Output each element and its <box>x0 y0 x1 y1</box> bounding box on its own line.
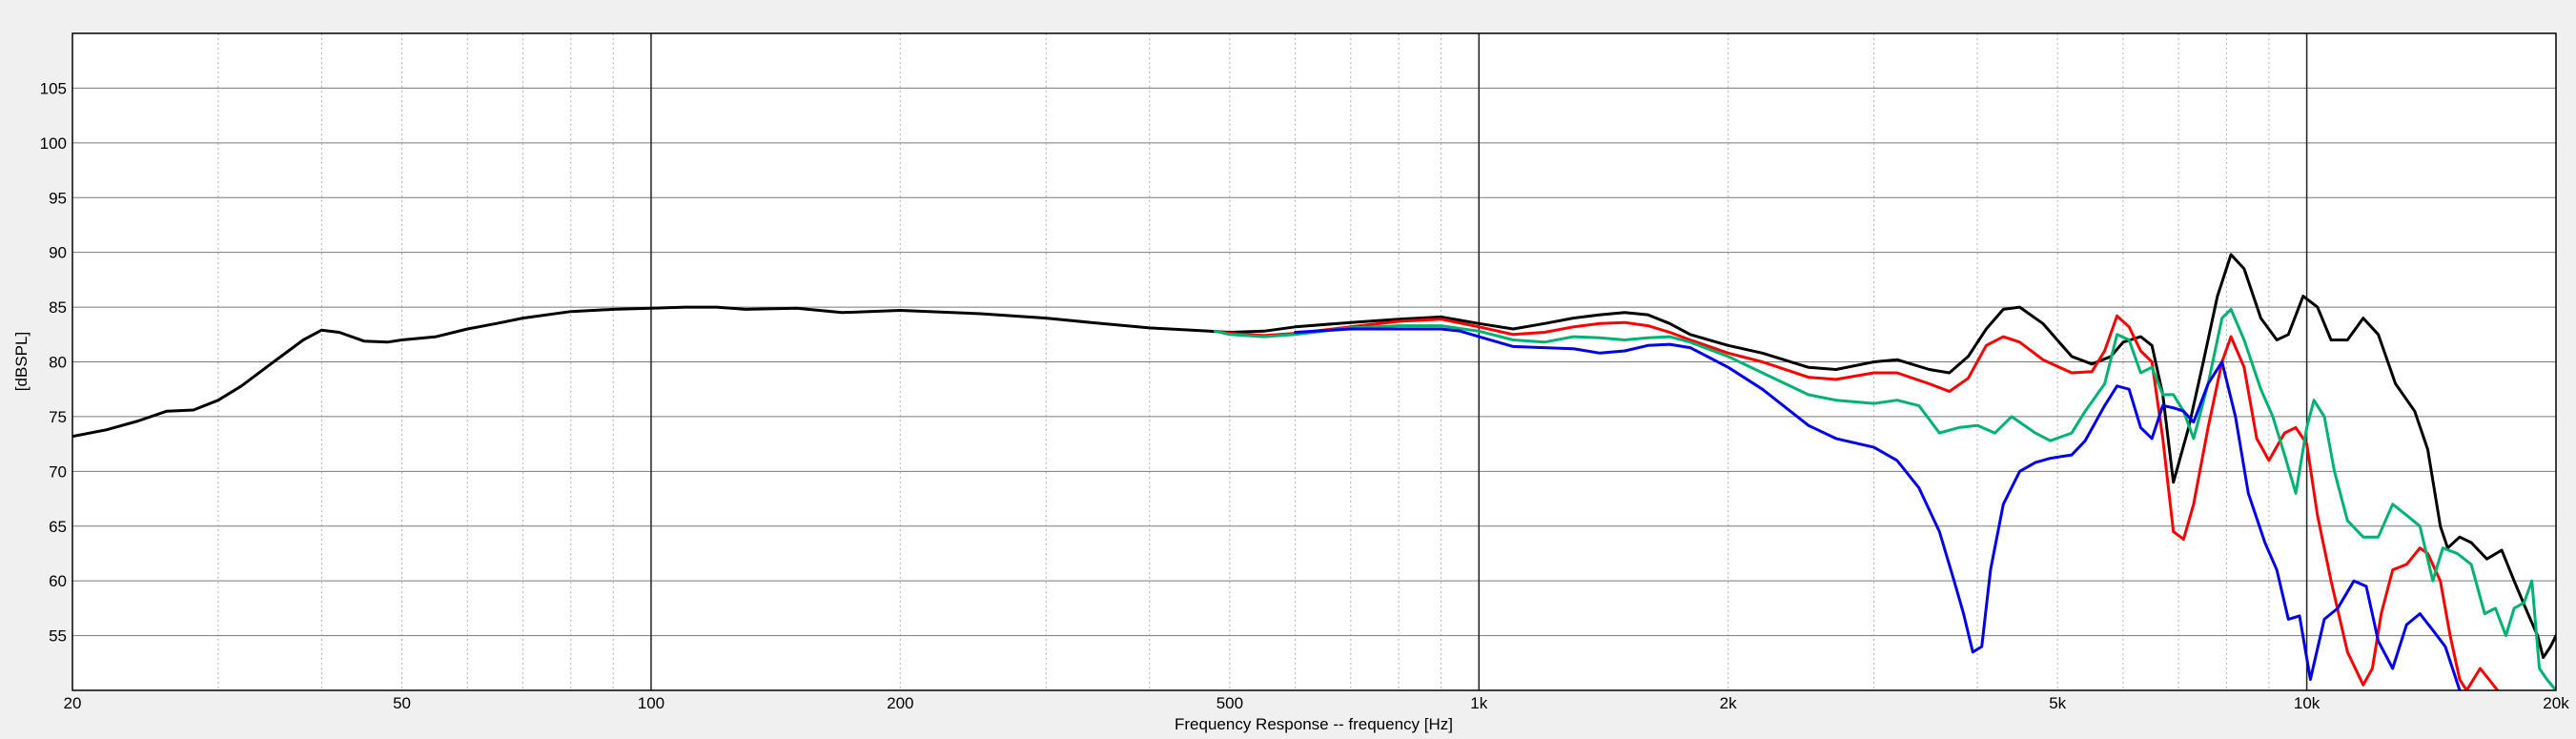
x-tick-label: 10k <box>2294 694 2320 712</box>
series-layer <box>72 253 2556 690</box>
y-tick-label: 100 <box>40 134 67 153</box>
x-tick-label: 500 <box>1216 694 1243 712</box>
x-tick-label: 50 <box>393 694 411 712</box>
y-tick-label: 90 <box>49 244 67 262</box>
series-line-4 <box>1294 327 2462 690</box>
series-line-1 <box>72 253 2556 659</box>
y-tick-label: 95 <box>49 189 67 207</box>
x-tick-label: 100 <box>638 694 664 712</box>
y-tick-label: 85 <box>49 298 67 317</box>
y-tick-labels: 55 60 65 70 75 80 85 90 95 100 105 <box>40 79 67 645</box>
y-tick-label: 80 <box>49 354 67 372</box>
x-tick-label: 20k <box>2543 694 2569 712</box>
y-tick-label: 75 <box>49 408 67 426</box>
x-tick-labels: 20 50 100 200 500 1k 2k 5k 10k 20k <box>64 694 2570 712</box>
series-line-2 <box>1214 314 2500 690</box>
x-tick-label: 20 <box>64 694 82 712</box>
x-axis-title: Frequency Response -- frequency [Hz] <box>1175 715 1453 733</box>
y-tick-label: 70 <box>49 462 67 481</box>
y-tick-label: 105 <box>40 79 67 97</box>
y-tick-label: 55 <box>49 627 67 646</box>
y-tick-label: 65 <box>49 518 67 536</box>
grid-layer <box>72 33 2556 690</box>
x-tick-label: 1k <box>1470 694 1487 712</box>
series-line-3 <box>1214 307 2556 690</box>
plot-frame <box>72 32 2557 691</box>
x-tick-label: 200 <box>887 694 913 712</box>
x-tick-label: 2k <box>1720 694 1737 712</box>
y-axis-title: [dBSPL] <box>12 332 31 391</box>
y-tick-label: 60 <box>49 572 67 590</box>
x-tick-label: 5k <box>2049 694 2066 712</box>
